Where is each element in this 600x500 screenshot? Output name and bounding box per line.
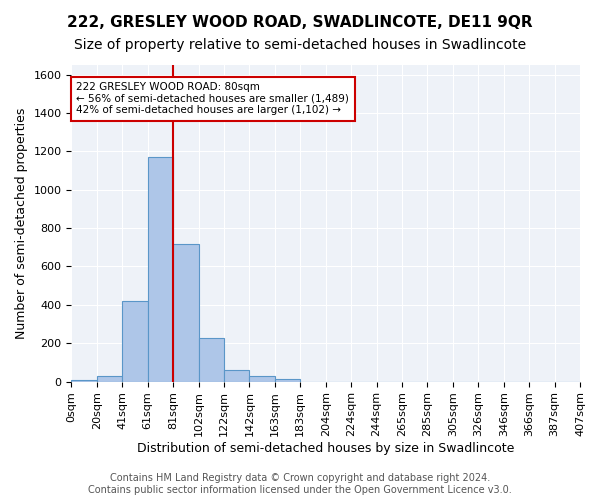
Text: 222, GRESLEY WOOD ROAD, SWADLINCOTE, DE11 9QR: 222, GRESLEY WOOD ROAD, SWADLINCOTE, DE1… [67,15,533,30]
Bar [199,338,224,382]
Text: 222 GRESLEY WOOD ROAD: 80sqm
← 56% of semi-detached houses are smaller (1,489)
4: 222 GRESLEY WOOD ROAD: 80sqm ← 56% of se… [76,82,349,116]
Bar [148,157,173,382]
Bar [224,370,250,382]
X-axis label: Distribution of semi-detached houses by size in Swadlincote: Distribution of semi-detached houses by … [137,442,514,455]
Bar [71,380,97,382]
Bar [250,376,275,382]
Y-axis label: Number of semi-detached properties: Number of semi-detached properties [15,108,28,339]
Text: Contains HM Land Registry data © Crown copyright and database right 2024.
Contai: Contains HM Land Registry data © Crown c… [88,474,512,495]
Text: Size of property relative to semi-detached houses in Swadlincote: Size of property relative to semi-detach… [74,38,526,52]
Bar [275,380,300,382]
Bar [122,301,148,382]
Bar [97,376,122,382]
Bar [173,244,199,382]
